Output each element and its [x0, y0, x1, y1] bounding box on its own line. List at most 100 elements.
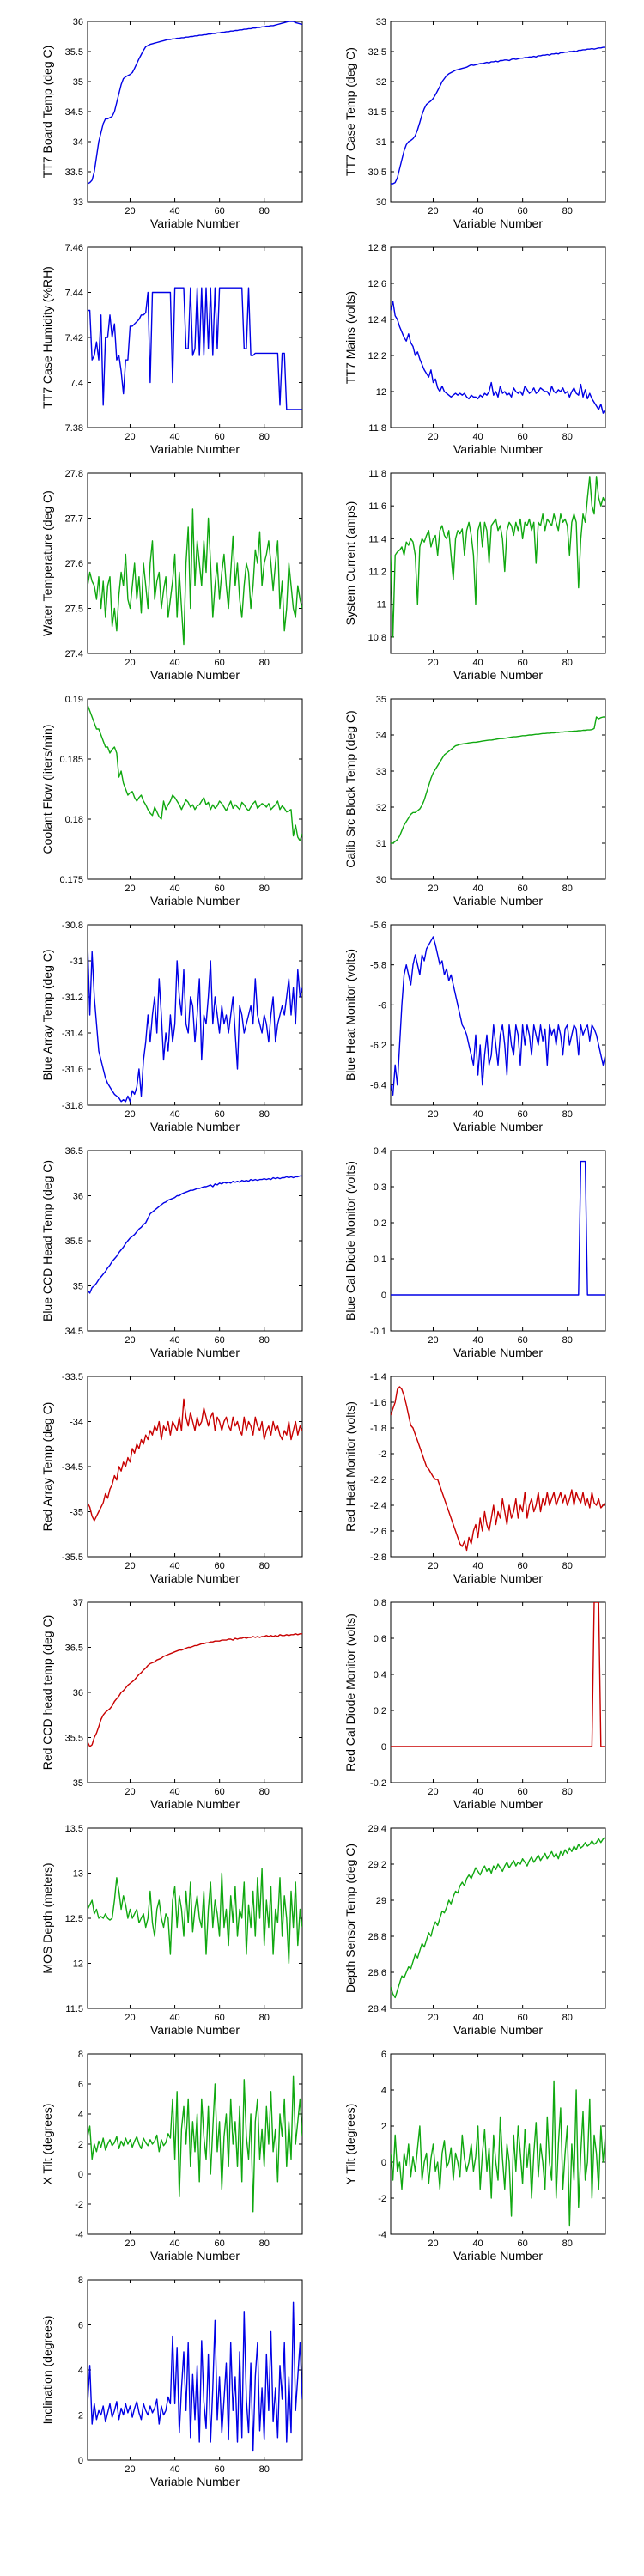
chart-8-xlabel: Variable Number	[150, 1120, 240, 1133]
chart-17-ytick-label-3: 29	[376, 1896, 386, 1906]
chart-2-ytick-label-0: 7.38	[65, 423, 83, 434]
chart-13-ylabel: Red Heat Monitor (volts)	[343, 1401, 357, 1532]
chart-16-xtick-label-0: 20	[125, 2013, 135, 2023]
chart-19-ytick-label-4: 4	[381, 2086, 386, 2096]
chart-18-ylabel: X Tilt (degrees)	[40, 2104, 54, 2185]
chart-17-ytick-label-4: 29.2	[368, 1860, 386, 1870]
chart-4-xtick-label-3: 80	[259, 658, 270, 668]
chart-6-xlabel: Variable Number	[150, 894, 240, 908]
chart-1-ytick-label-6: 33	[376, 17, 386, 27]
chart-13-ytick-label-6: -1.6	[370, 1398, 386, 1408]
chart-0-ytick-label-6: 36	[73, 17, 83, 27]
chart-15-xtick-label-3: 80	[562, 1787, 573, 1797]
chart-14-xtick-label-0: 20	[125, 1787, 135, 1797]
chart-10-xtick-label-2: 60	[215, 1335, 225, 1346]
chart-19-ytick-label-0: -4	[378, 2230, 386, 2240]
chart-13-xtick-label-0: 20	[428, 1561, 438, 1571]
chart-10-ytick-label-4: 36.5	[65, 1146, 83, 1157]
chart-7-plot-area	[390, 698, 606, 880]
chart-17-plot-area	[390, 1827, 606, 2009]
chart-2-xtick-label-2: 60	[215, 432, 225, 442]
chart-16-ytick-label-0: 11.5	[65, 2004, 83, 2014]
chart-13-ytick-label-3: -2.2	[370, 1475, 386, 1485]
chart-3-ytick-label-1: 12	[376, 387, 386, 398]
chart-11-series-line	[391, 1160, 605, 1296]
chart-9: -6.4 -6.2 -6 -5.8 -5.6 20 40 60 80 Variable Numbe…	[343, 920, 606, 1133]
chart-17-ytick-label-1: 28.6	[368, 1968, 386, 1978]
chart-9-plot-area	[390, 924, 606, 1106]
chart-2-ylabel: TT7 Case Humidity (%RH)	[40, 266, 54, 409]
chart-14-xtick-label-1: 40	[169, 1787, 179, 1797]
chart-8-series-line	[88, 942, 302, 1103]
chart-9-ytick-label-1: -6.2	[370, 1041, 386, 1051]
chart-3-xtick-label-0: 20	[428, 432, 438, 442]
chart-17-series-line	[391, 1836, 605, 1999]
chart-8-ytick-label-2: -31.4	[62, 1029, 83, 1039]
chart-1-xtick-label-2: 60	[518, 206, 528, 216]
chart-9-xtick-label-1: 40	[472, 1109, 483, 1120]
chart-0-ytick-label-4: 35	[73, 77, 83, 88]
chart-0-series-line	[88, 21, 302, 185]
chart-0-ytick-label-3: 34.5	[65, 107, 83, 118]
chart-5-ylabel: System Current (amps)	[343, 501, 357, 626]
chart-16-ytick-label-3: 13	[73, 1869, 83, 1880]
chart-7-xtick-label-2: 60	[518, 884, 528, 894]
chart-20-xtick-label-0: 20	[125, 2464, 135, 2475]
chart-13-ytick-label-4: -2	[378, 1449, 386, 1460]
chart-0-xtick-label-0: 20	[125, 206, 135, 216]
chart-10-ytick-label-3: 36	[73, 1192, 83, 1202]
chart-20-xtick-label-1: 40	[169, 2464, 179, 2475]
chart-20-xtick-label-3: 80	[259, 2464, 270, 2475]
chart-15-ytick-label-1: 0	[381, 1742, 386, 1753]
chart-8-xtick-label-2: 60	[215, 1109, 225, 1120]
chart-13-plot-area	[390, 1376, 606, 1558]
chart-7-ylabel: Calib Src Block Temp (deg C)	[343, 710, 357, 867]
chart-5-ytick-label-3: 11.4	[368, 534, 386, 544]
chart-2-series-line	[88, 287, 302, 410]
chart-17-xtick-label-2: 60	[518, 2013, 528, 2023]
chart-6-ytick-label-2: 0.185	[59, 755, 83, 765]
chart-13-xlabel: Variable Number	[453, 1571, 543, 1585]
chart-12-ytick-label-3: -34	[70, 1418, 83, 1428]
chart-9-xlabel: Variable Number	[453, 1120, 543, 1133]
chart-9-ytick-label-4: -5.6	[370, 920, 386, 931]
chart-19-ytick-label-2: 0	[381, 2158, 386, 2168]
chart-11-ytick-label-1: 0	[381, 1291, 386, 1301]
chart-14-ytick-label-4: 37	[73, 1598, 83, 1608]
chart-0-xtick-label-1: 40	[169, 206, 179, 216]
chart-9-xtick-label-3: 80	[562, 1109, 573, 1120]
chart-5-xtick-label-0: 20	[428, 658, 438, 668]
chart-5-xtick-label-3: 80	[562, 658, 573, 668]
chart-14-series-line	[88, 1633, 302, 1747]
chart-0-ytick-label-5: 35.5	[65, 47, 83, 58]
chart-8-xtick-label-3: 80	[259, 1109, 270, 1120]
chart-14: 35 35.5 36 36.5 37 20 40 60 80 Variable Number Red…	[40, 1598, 303, 1811]
chart-15-plot-area	[390, 1601, 606, 1783]
chart-17-xlabel: Variable Number	[453, 2023, 543, 2037]
chart-13-series-line	[391, 1386, 605, 1552]
chart-12-xtick-label-1: 40	[169, 1561, 179, 1571]
chart-18-ytick-label-2: 0	[78, 2170, 83, 2180]
chart-16-xlabel: Variable Number	[150, 2023, 240, 2037]
chart-0-xtick-label-2: 60	[215, 206, 225, 216]
chart-13-xtick-label-1: 40	[472, 1561, 483, 1571]
chart-14-ytick-label-1: 35.5	[65, 1734, 83, 1744]
chart-5-ytick-label-5: 11.8	[368, 469, 386, 479]
chart-15-series-line	[391, 1602, 605, 1747]
chart-4-ytick-label-2: 27.6	[65, 559, 83, 569]
chart-7: 30 31 32 33 34 35 20 40 60 80 Variable Number Calib…	[343, 695, 606, 908]
chart-15-ytick-label-3: 0.4	[374, 1670, 386, 1680]
chart-15-ytick-label-4: 0.6	[374, 1634, 386, 1644]
chart-19-series-line	[391, 2080, 605, 2227]
chart-3-series-line	[391, 301, 605, 414]
chart-11-xlabel: Variable Number	[453, 1346, 543, 1359]
chart-7-series-line	[391, 716, 605, 844]
chart-16-series-line	[88, 1868, 302, 1965]
chart-11-ylabel: Blue Cal Diode Monitor (volts)	[343, 1161, 357, 1321]
chart-3-ytick-label-4: 12.6	[368, 279, 386, 289]
chart-1-ytick-label-0: 30	[376, 197, 386, 208]
chart-1-ytick-label-4: 32	[376, 77, 386, 88]
chart-16-xtick-label-2: 60	[215, 2013, 225, 2023]
chart-16-ytick-label-2: 12.5	[65, 1914, 83, 1924]
chart-13-xtick-label-2: 60	[518, 1561, 528, 1571]
